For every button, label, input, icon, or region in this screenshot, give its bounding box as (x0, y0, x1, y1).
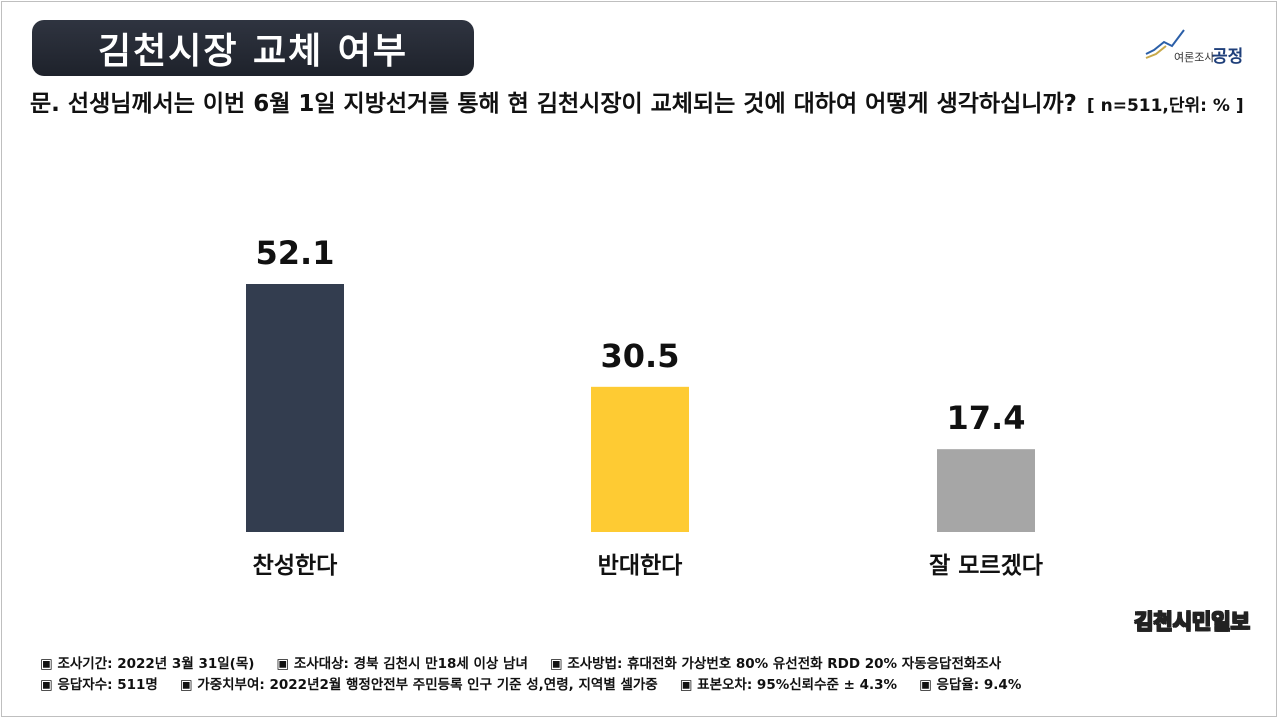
question-text: 문. 선생님께서는 이번 6월 1일 지방선거를 통해 현 김천시장이 교체되는… (30, 91, 1077, 117)
value-label: 52.1 (256, 234, 335, 272)
logo-text: 공정 (1212, 47, 1244, 67)
survey-footer: ▣ 조사기간: 2022년 3월 31일(목) ▣ 조사대상: 경북 김천시 만1… (40, 654, 1250, 696)
survey-question: 문. 선생님께서는 이번 6월 1일 지방선거를 통해 현 김천시장이 교체되는… (30, 88, 1260, 122)
category-label: 잘 모르겠다 (929, 553, 1043, 579)
bar-2 (591, 386, 689, 532)
bar-1 (246, 284, 344, 532)
logo-subtext: 여론조사 (1174, 51, 1215, 64)
footer-item: ▣ 응답율: 9.4% (919, 677, 1022, 693)
page-title: 김천시장 교체 여부 (32, 20, 474, 76)
footer-item: ▣ 조사방법: 휴대전화 가상번호 80% 유선전화 RDD 20% 자동응답전… (549, 656, 1002, 672)
footer-item: ▣ 가중치부여: 2022년2월 행정안전부 주민등록 인구 기준 성,연령, … (179, 677, 658, 693)
source-label: 김천시민일보 (1134, 610, 1251, 635)
footer-item: ▣ 표본오차: 95%신뢰수준 ± 4.3% (679, 677, 898, 693)
category-label: 반대한다 (598, 553, 683, 579)
value-label: 17.4 (947, 399, 1026, 437)
footer-line-2: ▣ 응답자수: 511명 ▣ 가중치부여: 2022년2월 행정안전부 주민등록 … (40, 675, 1250, 696)
bar-3 (937, 449, 1035, 532)
logo-check-icon (1145, 29, 1185, 59)
category-label: 찬성한다 (253, 553, 338, 579)
footer-item: ▣ 조사대상: 경북 김천시 만18세 이상 남녀 (276, 656, 528, 672)
page-title-text: 김천시장 교체 여부 (97, 31, 409, 72)
footer-item: ▣ 응답자수: 511명 (40, 677, 158, 693)
sample-note: [ n=511,단위: % ] (1086, 96, 1244, 116)
value-label: 30.5 (601, 337, 680, 375)
footer-line-1: ▣ 조사기간: 2022년 3월 31일(목) ▣ 조사대상: 경북 김천시 만1… (40, 654, 1250, 675)
footer-item: ▣ 조사기간: 2022년 3월 31일(목) (40, 656, 255, 672)
pollster-logo: 여론조사 공정 (1144, 24, 1254, 68)
